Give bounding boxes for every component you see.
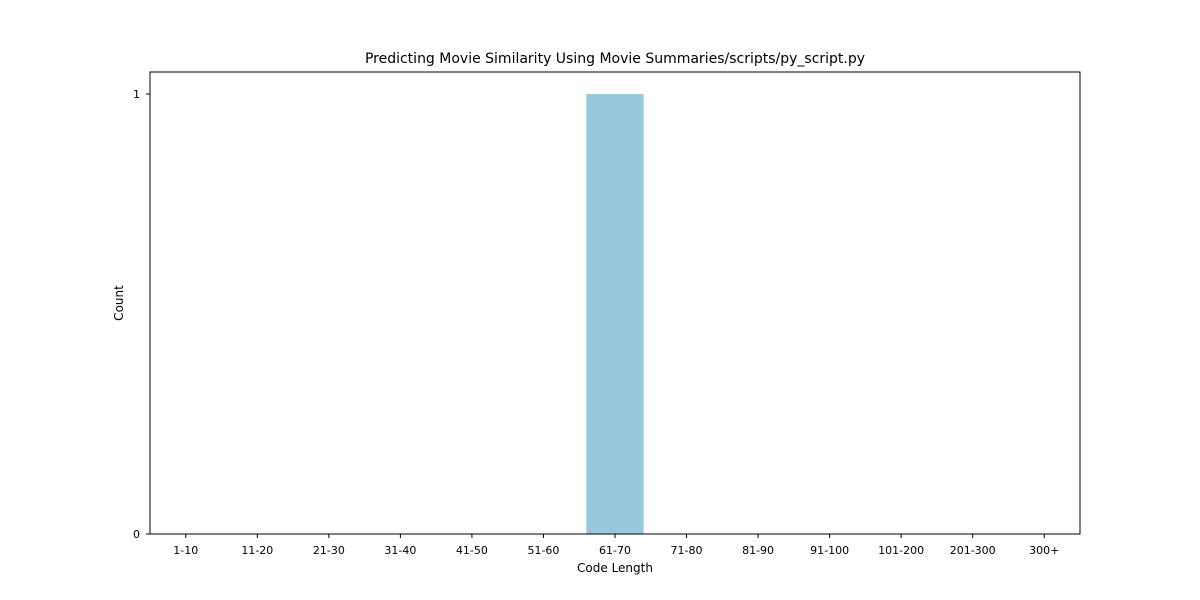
x-tick-label: 41-50 bbox=[456, 544, 488, 557]
x-tick-label: 21-30 bbox=[313, 544, 345, 557]
x-tick-label: 11-20 bbox=[241, 544, 273, 557]
y-axis-label: Count bbox=[112, 285, 126, 321]
x-tick-label: 300+ bbox=[1029, 544, 1059, 557]
x-tick-label: 71-80 bbox=[671, 544, 703, 557]
x-tick-label: 31-40 bbox=[384, 544, 416, 557]
y-tick-label: 0 bbox=[133, 528, 140, 541]
x-tick-label: 51-60 bbox=[527, 544, 559, 557]
x-tick-label: 201-300 bbox=[950, 544, 996, 557]
x-axis-label: Code Length bbox=[577, 561, 653, 575]
bar-61-70 bbox=[586, 94, 644, 534]
x-tick-label: 91-100 bbox=[810, 544, 849, 557]
x-tick-label: 101-200 bbox=[878, 544, 924, 557]
x-tick-label: 1-10 bbox=[173, 544, 198, 557]
x-axis: 1-10 11-20 21-30 31-40 41-50 51-60 61-70 71-80 8… bbox=[173, 534, 1059, 557]
y-tick-label: 1 bbox=[133, 88, 140, 101]
x-tick-label: 81-90 bbox=[742, 544, 774, 557]
y-axis: 01 bbox=[133, 88, 150, 541]
chart-title: Predicting Movie Similarity Using Movie … bbox=[365, 51, 865, 67]
x-tick-label: 61-70 bbox=[599, 544, 631, 557]
bars-layer bbox=[586, 94, 644, 534]
